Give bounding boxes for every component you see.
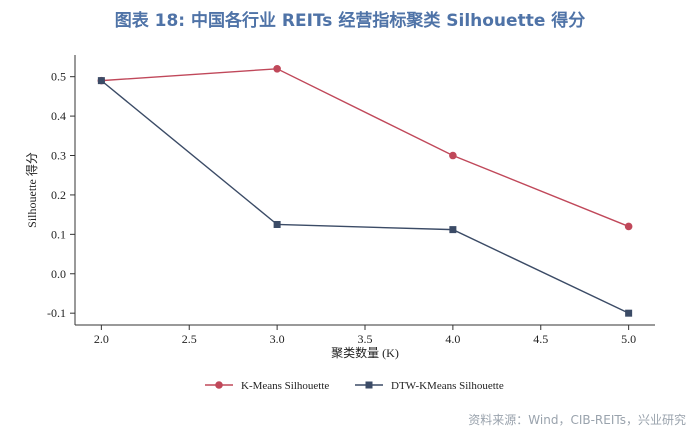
- series-line-1: [101, 68, 629, 228]
- series-2-point: [625, 309, 633, 317]
- x-tick-label: 4.5: [533, 332, 548, 346]
- series-2-point: [273, 220, 281, 228]
- legend-label-2: DTW-KMeans Silhouette: [391, 380, 504, 392]
- series-2-point: [449, 226, 457, 234]
- x-tick-label: 5.0: [621, 332, 636, 346]
- x-tick-label: 3.0: [270, 332, 285, 346]
- x-tick-label: 4.0: [445, 332, 460, 346]
- source-note: 资料来源：Wind，CIB-REITs，兴业研究: [468, 413, 686, 427]
- series-1-point: [449, 151, 457, 160]
- legend-marker-2: [365, 381, 373, 389]
- series-1-point: [624, 222, 633, 231]
- chart-legend: K-Means Silhouette DTW-KMeans Silhouette: [205, 380, 504, 392]
- y-tick-label: -0.1: [47, 306, 66, 320]
- y-tick-label: 0.1: [51, 227, 66, 241]
- chart-series: [97, 64, 633, 317]
- legend-marker-1: [215, 381, 223, 389]
- x-tick-label: 3.5: [358, 332, 373, 346]
- series-line-2: [100, 80, 629, 314]
- y-axis-label: Silhouette 得分: [24, 152, 39, 228]
- chart-title: 图表 18: 中国各行业 REITs 经营指标聚类 Silhouette 得分: [114, 11, 586, 31]
- x-tick-label: 2.0: [94, 332, 109, 346]
- y-tick-label: 0.4: [51, 109, 66, 123]
- y-tick-label: 0.0: [51, 267, 66, 281]
- x-axis-label: 聚类数量 (K): [331, 345, 399, 360]
- series-1-point: [273, 64, 281, 73]
- chart-axes: -0.1 0.0 0.1 0.2 0.3 0.4 0.5 2.0 2.5 3.0 3.5 4.0 4.5…: [24, 55, 655, 360]
- x-tick-label: 2.5: [182, 332, 197, 346]
- legend-label-1: K-Means Silhouette: [241, 380, 329, 392]
- y-tick-label: 0.5: [51, 70, 66, 84]
- y-tick-label: 0.2: [51, 188, 66, 202]
- y-tick-label: 0.3: [51, 149, 66, 163]
- series-2-point: [97, 77, 105, 85]
